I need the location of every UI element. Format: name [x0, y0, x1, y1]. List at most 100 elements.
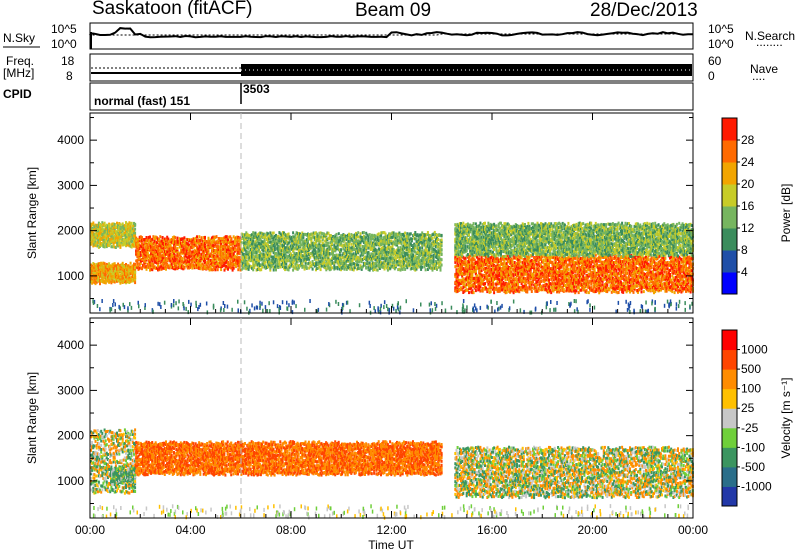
heat-cell: [146, 250, 149, 254]
heat-cell: [404, 264, 407, 268]
heat-cell: [123, 231, 126, 235]
heat-cell: [307, 242, 309, 246]
heat-cell: [168, 266, 171, 270]
heat-cell: [109, 242, 112, 246]
heat-cell: [137, 251, 140, 255]
heat-cell: [471, 291, 474, 295]
heat-cell: [302, 247, 305, 251]
heat-cell: [261, 254, 264, 258]
heat-cell: [326, 249, 329, 253]
heat-cell: [369, 263, 372, 267]
heat-cell: [145, 243, 148, 247]
heat-cell: [368, 268, 371, 272]
heat-cell: [343, 235, 346, 239]
heat-cell: [111, 245, 114, 249]
heat-cell: [388, 256, 391, 260]
heat-cell: [173, 240, 176, 244]
heat-cell: [93, 242, 96, 246]
heat-cell: [119, 263, 122, 267]
heat-cell: [181, 257, 184, 260]
heat-cell: [437, 238, 440, 241]
heat-cell: [455, 272, 458, 276]
heat-cell: [162, 256, 165, 260]
heat-cell: [355, 249, 357, 253]
heat-cell: [136, 263, 139, 267]
heat-cell: [466, 275, 469, 279]
heat-cell: [232, 259, 235, 263]
heat-cell: [213, 238, 216, 242]
heat-cell: [112, 244, 115, 248]
heat-cell: [466, 288, 469, 292]
heat-cell: [360, 236, 363, 239]
heat-cell: [173, 243, 176, 247]
nsky-trace: [89, 27, 693, 49]
heat-cell: [273, 252, 276, 256]
heat-cell: [92, 262, 95, 265]
heat-cell: [310, 263, 313, 267]
heat-cell: [398, 241, 401, 245]
heat-cell: [232, 240, 235, 244]
heat-cell: [326, 252, 329, 256]
heat-cell: [100, 236, 103, 240]
heat-cell: [121, 237, 124, 241]
heat-cell: [350, 237, 353, 241]
heat-cell: [310, 252, 313, 256]
heat-cell: [327, 260, 330, 264]
heat-cell: [134, 242, 137, 246]
heat-cell: [391, 264, 394, 268]
heat-cell: [380, 247, 383, 251]
heat-cell: [454, 280, 457, 284]
heat-cell: [404, 251, 407, 255]
heat-cell: [429, 234, 432, 238]
heat-cell: [131, 273, 134, 277]
heat-cell: [139, 253, 142, 257]
heat-cell: [116, 267, 118, 271]
heat-cell: [224, 261, 227, 265]
heat-cell: [229, 262, 232, 266]
heat-cell: [185, 255, 188, 259]
heat-cell: [382, 236, 385, 240]
heat-cell: [137, 240, 140, 244]
heat-cell: [365, 257, 368, 261]
heat-cell: [296, 235, 299, 238]
heat-cell: [113, 267, 116, 270]
heat-cell: [155, 236, 158, 240]
heat-cell: [295, 231, 298, 235]
heat-cell: [471, 283, 474, 287]
heat-cell: [456, 271, 459, 275]
heat-cell: [455, 276, 458, 280]
heat-cell: [134, 239, 137, 243]
heat-cell: [113, 280, 116, 284]
heat-cell: [243, 240, 245, 244]
heat-cell: [404, 231, 407, 235]
heat-cell: [137, 247, 140, 251]
heat-cell: [342, 239, 345, 243]
heat-cell: [389, 259, 392, 263]
heat-cell: [361, 239, 364, 243]
heat-cell: [268, 260, 271, 264]
heat-cell: [206, 250, 209, 254]
heat-cell: [430, 247, 433, 251]
heat-cell: [404, 254, 407, 258]
heat-cell: [213, 249, 216, 252]
heat-cell: [107, 224, 109, 228]
heat-cell: [97, 269, 100, 273]
heat-cell: [114, 246, 117, 249]
heat-cell: [312, 244, 315, 248]
heat-cell: [473, 270, 476, 274]
heat-cell: [278, 239, 281, 243]
heat-cell: [103, 268, 106, 272]
heat-cell: [245, 242, 248, 246]
heat-cell: [286, 242, 289, 246]
heat-cell: [469, 284, 472, 288]
heat-cell: [382, 261, 385, 265]
heat-cell: [305, 250, 308, 254]
heat-cell: [430, 261, 433, 265]
heat-cell: [291, 247, 293, 251]
heat-cell: [350, 255, 353, 258]
heat-cell: [431, 250, 434, 254]
heat-cell: [408, 250, 411, 254]
heat-cell: [198, 257, 201, 261]
heat-cell: [133, 262, 135, 266]
heat-cell: [109, 232, 112, 236]
